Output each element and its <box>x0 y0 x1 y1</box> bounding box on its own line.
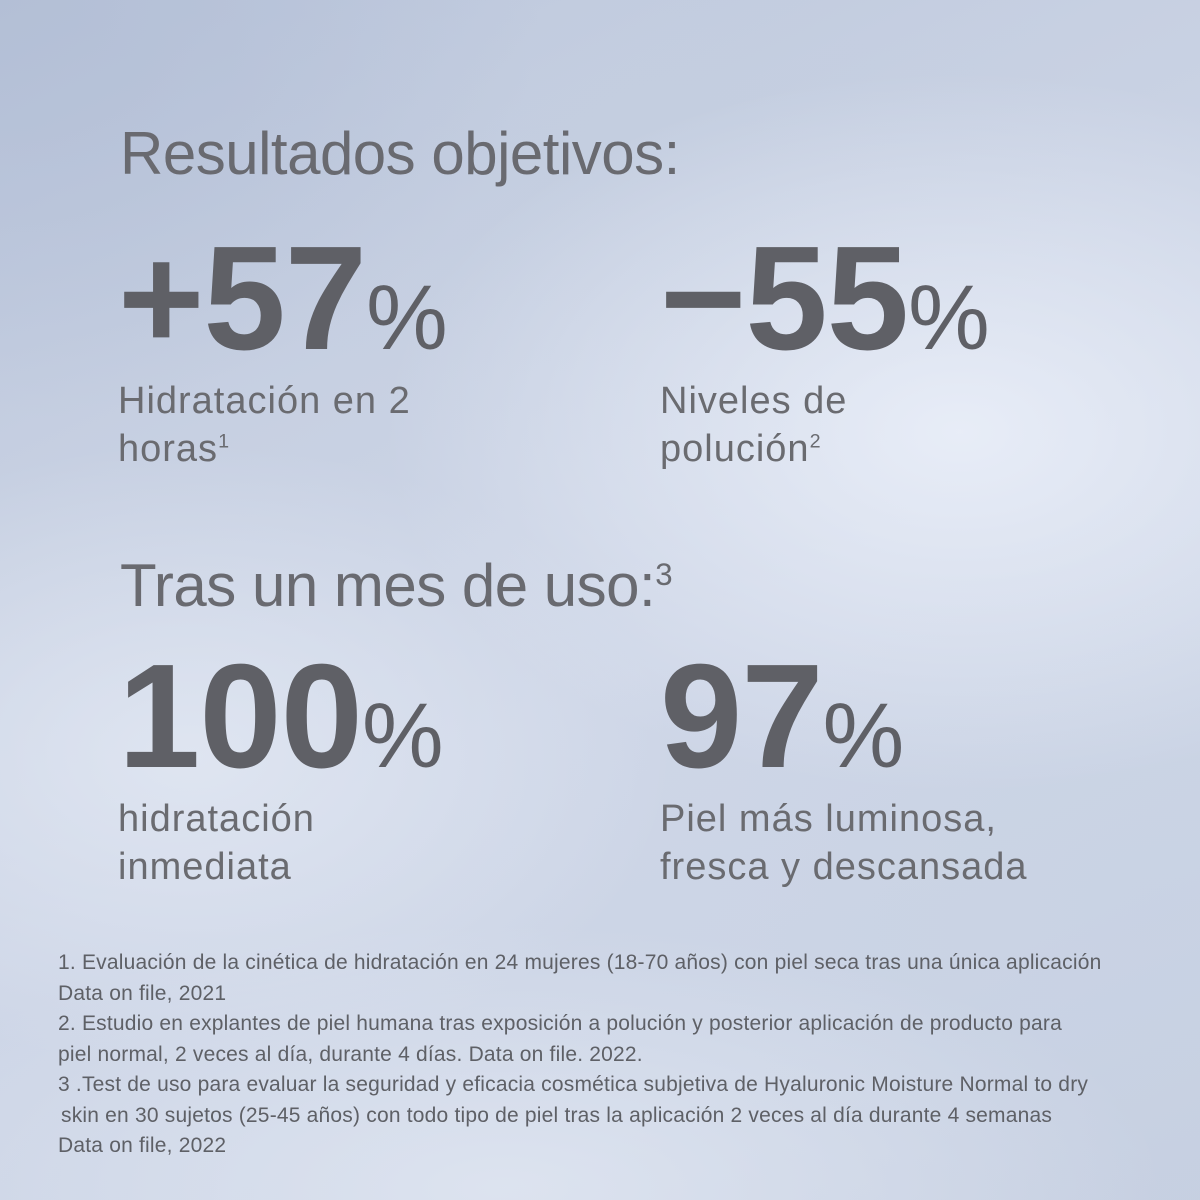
percent-sign: % <box>366 267 448 369</box>
footnote-marker: 1 <box>218 430 231 453</box>
page-title: Resultados objetivos: <box>120 120 680 187</box>
stat-value: −55% <box>660 225 990 373</box>
stat-value: 100% <box>118 643 444 791</box>
footnote-line: 3 .Test de uso para evaluar la seguridad… <box>58 1073 1089 1096</box>
stat-number: 97 <box>660 634 824 799</box>
footnote-line: piel normal, 2 veces al día, durante 4 d… <box>58 1042 643 1066</box>
footnote-line: Data on file, 2021 <box>58 981 227 1005</box>
stat-label: Piel más luminosa, fresca y descansada <box>660 795 1028 891</box>
footnote-marker: 2 <box>809 430 822 453</box>
stat-label-line2: polución <box>660 428 810 470</box>
footnote-line: Data on file, 2022 <box>58 1134 227 1157</box>
stat-hydration-2h: +57% Hidratación en 2 horas1 <box>118 225 448 473</box>
stat-label-line1: Niveles de <box>660 380 848 422</box>
stat-luminous-skin: 97% Piel más luminosa, fresca y descansa… <box>660 643 1028 891</box>
stat-label: hidratación inmediata <box>118 795 444 891</box>
stat-pollution-levels: −55% Niveles de polución2 <box>660 225 990 473</box>
footnote-line: 1. Evaluación de la cinética de hidratac… <box>58 951 1102 974</box>
stat-number: 100 <box>118 634 363 799</box>
percent-sign: % <box>361 685 444 787</box>
stat-label-line1: Piel más luminosa, <box>660 798 997 840</box>
stat-label-line1: Hidratación en 2 <box>118 380 411 422</box>
footnote-line: 2. Estudio en explantes de piel humana t… <box>58 1012 1062 1035</box>
stat-number: −55 <box>660 216 909 381</box>
stat-label-line2: fresca y descansada <box>660 846 1028 888</box>
stat-value: +57% <box>118 225 448 373</box>
percent-sign: % <box>908 267 990 369</box>
stat-label: Hidratación en 2 horas1 <box>118 377 448 473</box>
stat-number: +57 <box>118 216 367 381</box>
stat-label-line2: inmediata <box>118 846 292 888</box>
footnote-marker: 3 <box>655 557 673 592</box>
stat-value: 97% <box>660 643 1028 791</box>
footnote-line: skin en 30 sujetos (25-45 años) con todo… <box>61 1103 1053 1127</box>
stat-label-line1: hidratación <box>118 798 315 840</box>
section-title-text: Tras un mes de uso: <box>120 552 656 619</box>
footnotes: 1. Evaluación de la cinética de hidratac… <box>58 948 1101 1162</box>
section-title: Tras un mes de uso:3 <box>120 556 673 616</box>
stat-label-line2: horas <box>118 428 219 470</box>
percent-sign: % <box>822 685 905 787</box>
stat-label: Niveles de polución2 <box>660 377 990 473</box>
stat-immediate-hydration: 100% hidratación inmediata <box>118 643 444 891</box>
